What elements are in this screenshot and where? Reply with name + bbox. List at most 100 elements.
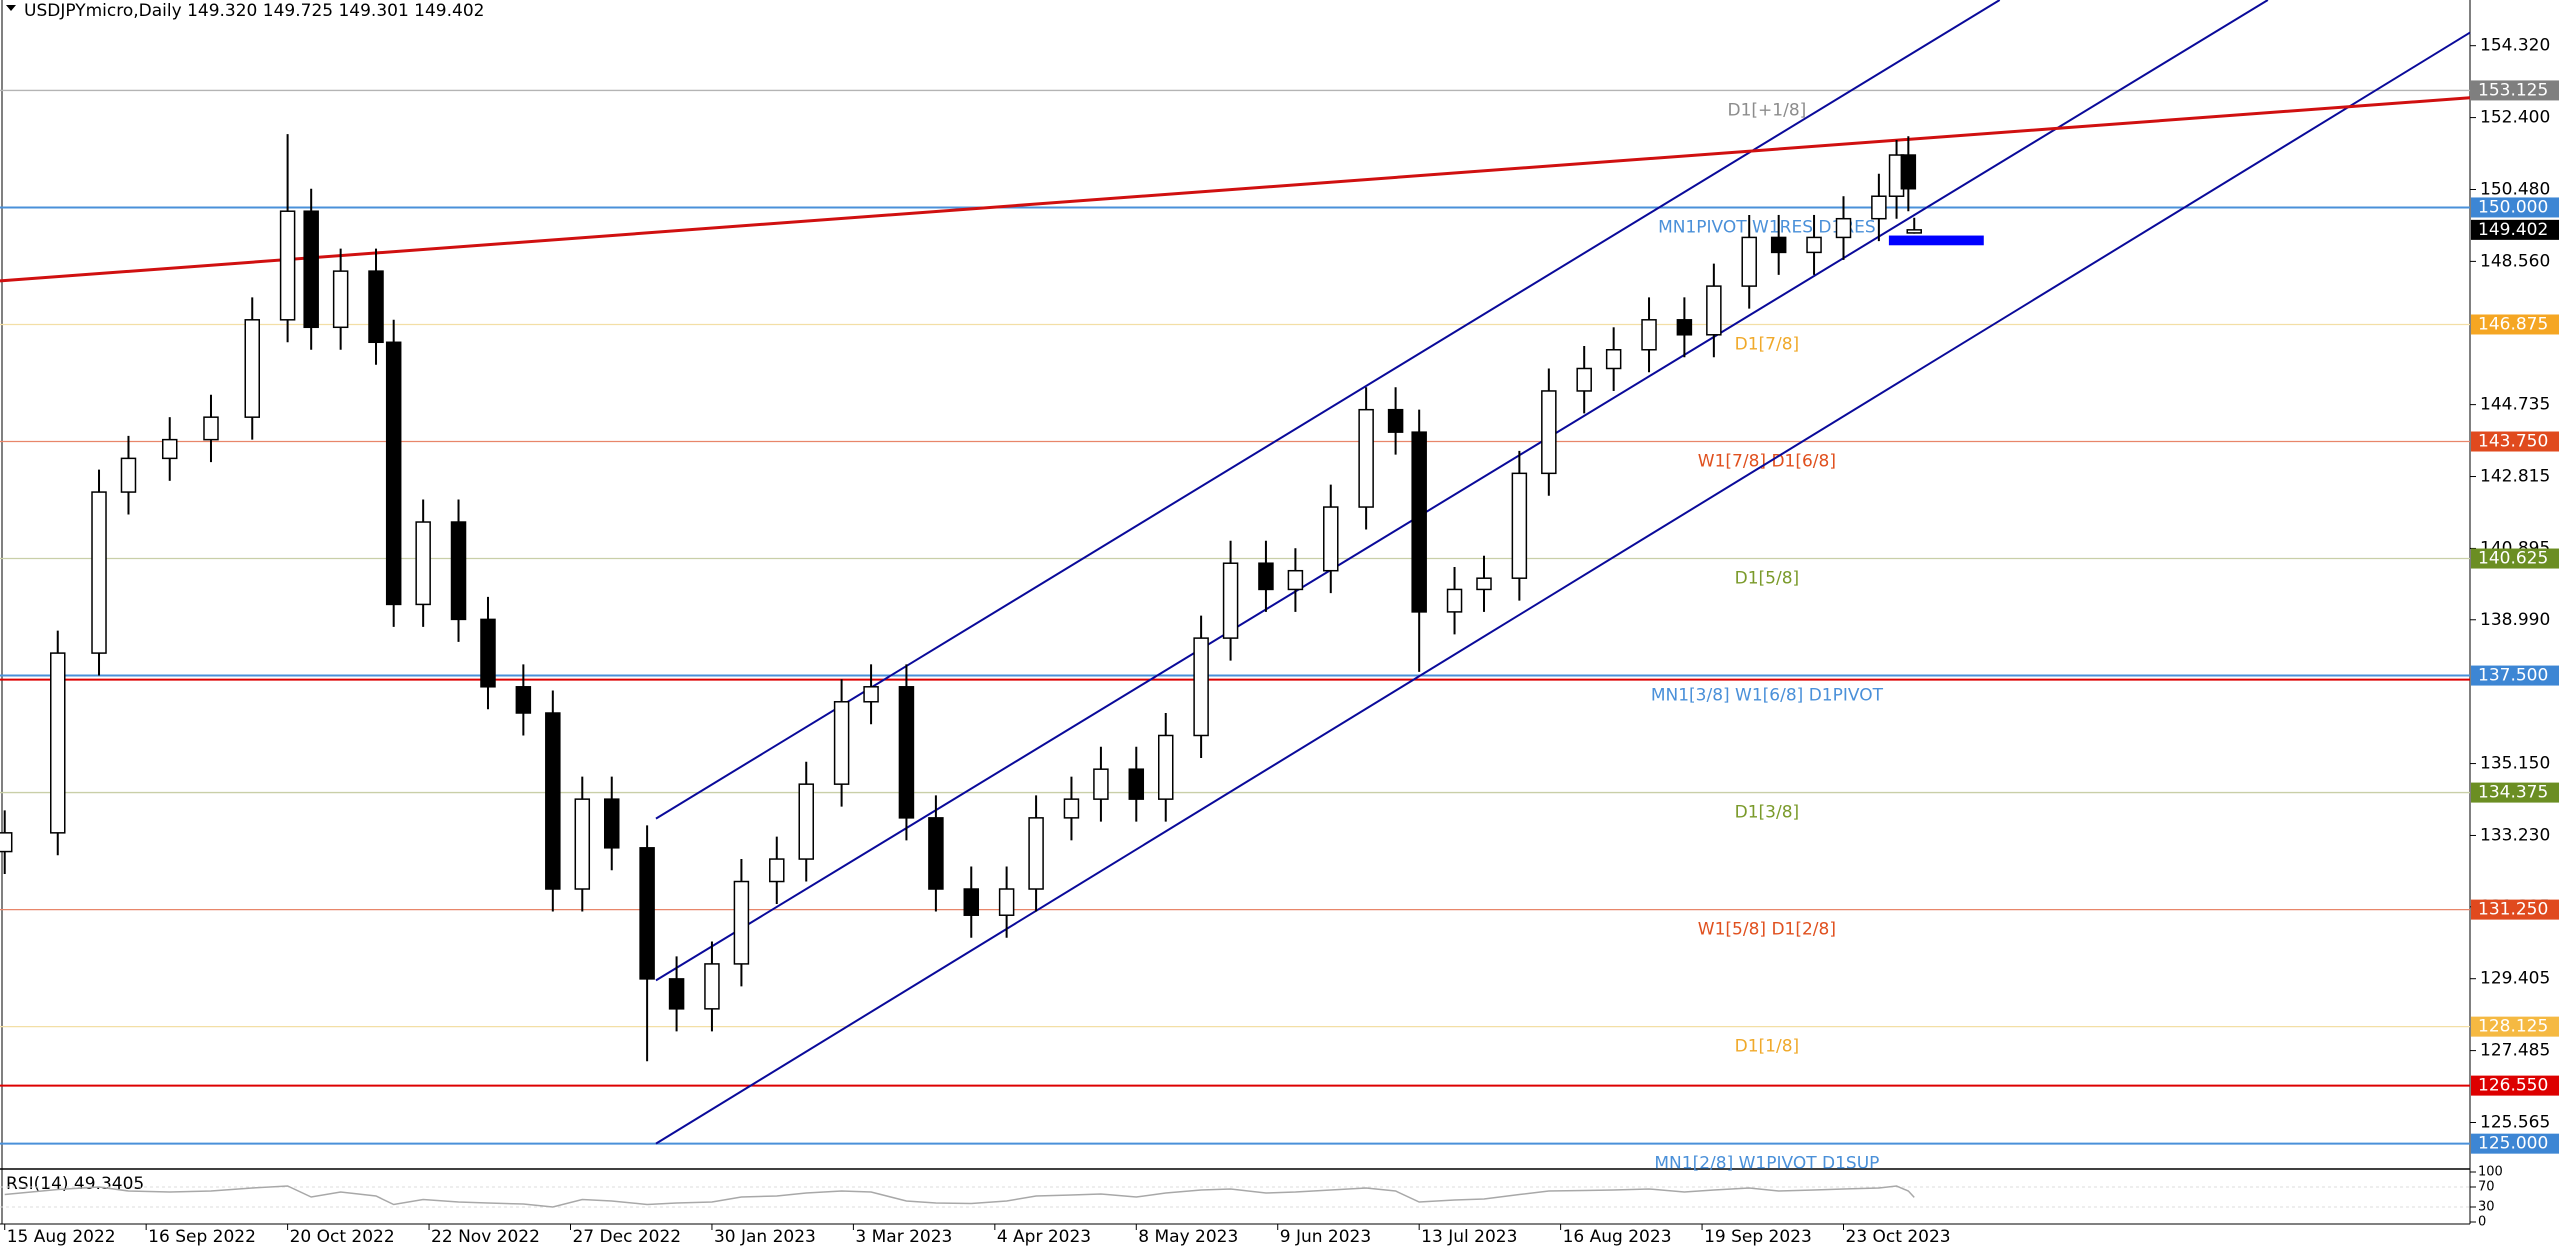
candle-body	[769, 858, 785, 883]
price-tag	[2471, 80, 2559, 101]
price-tag-label: 150.000	[2478, 197, 2548, 217]
candle-body	[604, 798, 620, 849]
candle-body	[415, 521, 431, 606]
y-tick-label: 142.815	[2480, 467, 2550, 487]
candle-body	[928, 817, 944, 890]
y-tick-label: 148.560	[2480, 251, 2550, 271]
x-tick-label: 4 Apr 2023	[997, 1227, 1091, 1247]
candle-body	[1906, 229, 1922, 234]
candle-body	[1323, 506, 1339, 572]
rsi-line	[4, 1185, 1915, 1208]
price-tag-label: 128.125	[2478, 1017, 2548, 1037]
x-tick-label: 27 Dec 2022	[572, 1227, 681, 1247]
price-tag-label: 153.125	[2478, 80, 2548, 100]
candle-body	[332, 270, 349, 329]
candle-body	[0, 832, 13, 853]
candle-body	[385, 341, 402, 606]
price-tag	[2471, 548, 2559, 569]
y-tick-label: 125.565	[2480, 1113, 2550, 1133]
y-tick-label: 133.230	[2480, 825, 2550, 845]
candle-body	[833, 701, 850, 785]
candle-body	[898, 686, 915, 819]
y-tick-label: 150.480	[2480, 179, 2550, 199]
candle-body	[244, 319, 260, 418]
rsi-tick-label: 0	[2478, 1215, 2486, 1230]
candle-body	[1835, 217, 1852, 239]
candle-body	[279, 210, 296, 321]
x-tick-label: 9 Jun 2023	[1280, 1227, 1371, 1247]
chart-title: USDJPYmicro,Daily 149.320 149.725 149.30…	[24, 1, 484, 21]
y-tick-label: 127.485	[2480, 1041, 2550, 1061]
price-tag	[2471, 1016, 2559, 1037]
x-tick-label: 19 Sep 2023	[1704, 1227, 1812, 1247]
candle-body	[863, 686, 879, 703]
level-text: D1[5/8]	[1735, 569, 1800, 589]
candle-body	[704, 963, 720, 1010]
price-tag-label: 137.500	[2478, 666, 2548, 686]
candle-body	[1741, 236, 1757, 287]
candle-body	[1287, 569, 1304, 591]
candle-body	[1641, 319, 1657, 351]
level-text: D1[3/8]	[1735, 803, 1800, 823]
candle-body	[1387, 408, 1404, 433]
level-text: MN1PIVOT W1RES D1RES	[1658, 217, 1876, 237]
candle-body	[545, 712, 561, 890]
candle-body	[1128, 768, 1145, 800]
price-tag-label: 140.625	[2478, 549, 2548, 569]
candle-body	[1676, 319, 1693, 336]
y-tick-label: 154.320	[2480, 36, 2550, 56]
price-tag	[2471, 314, 2559, 335]
candle-body	[1871, 195, 1887, 220]
x-tick-label: 20 Oct 2022	[290, 1227, 395, 1247]
x-tick-label: 16 Sep 2022	[148, 1227, 256, 1247]
price-tag-label: 131.250	[2478, 900, 2548, 920]
price-tag-label: 134.375	[2478, 783, 2548, 803]
x-tick-label: 8 May 2023	[1138, 1227, 1238, 1247]
candle-body	[1706, 285, 1722, 336]
candle-body	[1511, 472, 1528, 579]
x-tick-label: 30 Jan 2023	[714, 1227, 816, 1247]
level-text: D1[7/8]	[1735, 334, 1800, 354]
candle-body	[161, 438, 178, 460]
x-tick-label: 23 Oct 2023	[1846, 1227, 1951, 1247]
price-tag-label: 126.550	[2478, 1076, 2548, 1096]
candle-body	[733, 880, 750, 965]
price-tag-label: 125.000	[2478, 1134, 2548, 1154]
candle-body	[798, 783, 814, 860]
candle-body	[120, 457, 137, 493]
candle-body	[1411, 431, 1427, 613]
candle-body	[368, 270, 384, 344]
price-tag	[2471, 665, 2559, 686]
trend-line	[655, 0, 2001, 820]
candle-body	[91, 491, 107, 654]
level-text: W1[7/8] D1[6/8]	[1698, 452, 1836, 472]
price-tag	[2471, 782, 2559, 803]
candle-body	[203, 416, 219, 441]
level-text: MN1[3/8] W1[6/8] D1PIVOT	[1651, 686, 1884, 706]
price-tag	[2471, 197, 2559, 218]
x-tick-label: 3 Mar 2023	[855, 1227, 952, 1247]
candle-body	[1258, 562, 1274, 591]
candle-body	[1193, 637, 1209, 737]
candle-body	[1093, 768, 1109, 800]
level-text: D1[+1/8]	[1728, 100, 1807, 120]
candle-body	[1576, 367, 1592, 392]
x-tick-label: 22 Nov 2022	[431, 1227, 540, 1247]
candle-body	[1222, 562, 1239, 639]
candle-body	[1900, 154, 1917, 190]
price-tag	[2471, 1133, 2559, 1154]
level-text: D1[1/8]	[1735, 1037, 1800, 1057]
candle-body	[963, 888, 980, 916]
rsi-tick-label: 30	[2478, 1200, 2495, 1215]
price-tag-label: 149.402	[2478, 220, 2548, 240]
candle-body	[1806, 236, 1822, 254]
candle-body	[1158, 734, 1174, 800]
candle-body	[1063, 798, 1080, 819]
candle-body	[998, 888, 1015, 916]
candle-body	[1476, 577, 1492, 591]
price-tag	[2471, 431, 2559, 452]
price-tag	[2471, 899, 2559, 920]
